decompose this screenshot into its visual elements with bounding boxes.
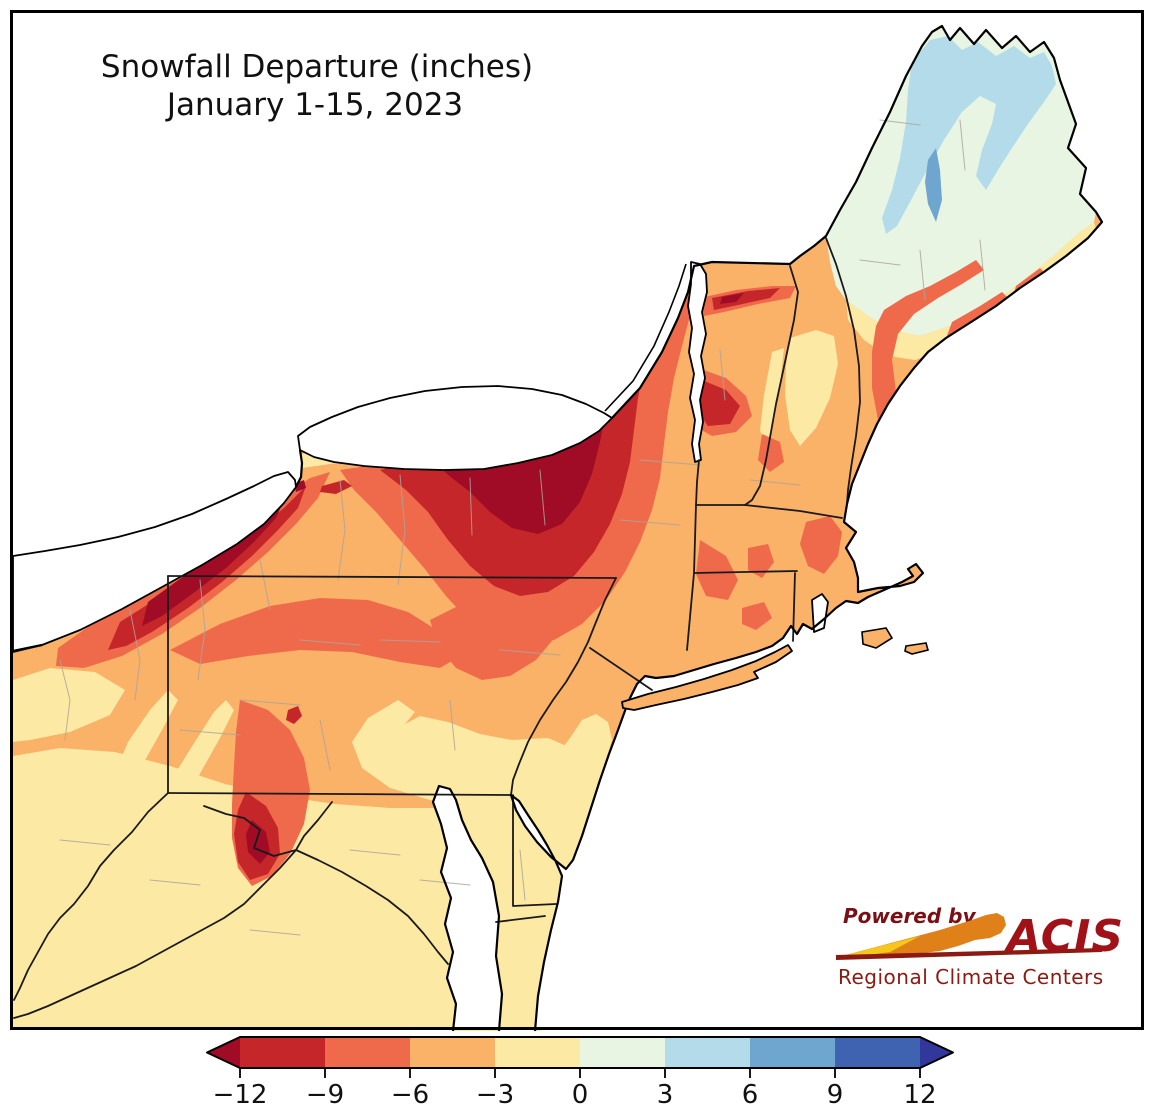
logo-underline bbox=[836, 948, 1102, 960]
colorbar-segment bbox=[410, 1037, 495, 1068]
logo-swoosh-highlight bbox=[838, 936, 920, 957]
colorbar-tick-label: 3 bbox=[657, 1080, 674, 1110]
band-3-to-6-maine bbox=[882, 36, 1056, 234]
colorbar: −12 −9 −6 −3 0 3 6 9 12 bbox=[206, 1036, 954, 1110]
colorbar-segment bbox=[580, 1037, 665, 1068]
map-frame bbox=[10, 10, 1144, 1030]
powered-by-label: Powered by bbox=[843, 904, 976, 928]
colorbar-right-arrow bbox=[920, 1037, 953, 1068]
colorbar-tick-label: 12 bbox=[903, 1080, 936, 1110]
colorbar-tick-label: −12 bbox=[213, 1080, 268, 1110]
lake-erie bbox=[12, 471, 297, 653]
logo-tagline: Regional Climate Centers bbox=[838, 965, 1104, 989]
colorbar-segment bbox=[495, 1037, 580, 1068]
lake-champlain bbox=[687, 261, 708, 463]
colorbar-segment bbox=[750, 1037, 835, 1068]
colorbar-tick-label: 9 bbox=[827, 1080, 844, 1110]
colorbar-tick-label: 0 bbox=[572, 1080, 589, 1110]
colorbar-left-arrow bbox=[207, 1037, 240, 1068]
colorbar-ticks bbox=[239, 1068, 921, 1078]
colorbar-tick-label: −6 bbox=[391, 1080, 429, 1110]
acis-wordmark: ACIS bbox=[1004, 911, 1124, 962]
colorbar-segment bbox=[835, 1037, 920, 1068]
coastline bbox=[12, 24, 1104, 1032]
colorbar-tick-label: −9 bbox=[306, 1080, 344, 1110]
acis-logo: Powered by ACIS Regional Climate Centers bbox=[836, 904, 1124, 989]
county-borders bbox=[59, 119, 986, 936]
ocean-mask bbox=[11, 11, 1144, 1031]
band-6-to-9-maine bbox=[925, 148, 942, 222]
colorbar-segment bbox=[665, 1037, 750, 1068]
map-subtitle: January 1-15, 2023 bbox=[165, 87, 463, 123]
islands bbox=[621, 627, 929, 711]
marthas-vineyard bbox=[861, 627, 894, 649]
colorbar-tick-label: −3 bbox=[476, 1080, 514, 1110]
colorbar-tick-label: 6 bbox=[742, 1080, 759, 1110]
st-lawrence-river bbox=[604, 263, 687, 412]
colorbar-segment bbox=[325, 1037, 410, 1068]
colorbar-tick-labels: −12 −9 −6 −3 0 3 6 9 12 bbox=[213, 1080, 937, 1110]
long-island bbox=[621, 644, 793, 711]
colorbar-segment bbox=[240, 1037, 325, 1068]
lake-ontario bbox=[297, 385, 613, 471]
nantucket bbox=[904, 642, 929, 655]
logo-swoosh bbox=[838, 913, 1006, 957]
map-title: Snowfall Departure (inches) bbox=[101, 49, 533, 85]
